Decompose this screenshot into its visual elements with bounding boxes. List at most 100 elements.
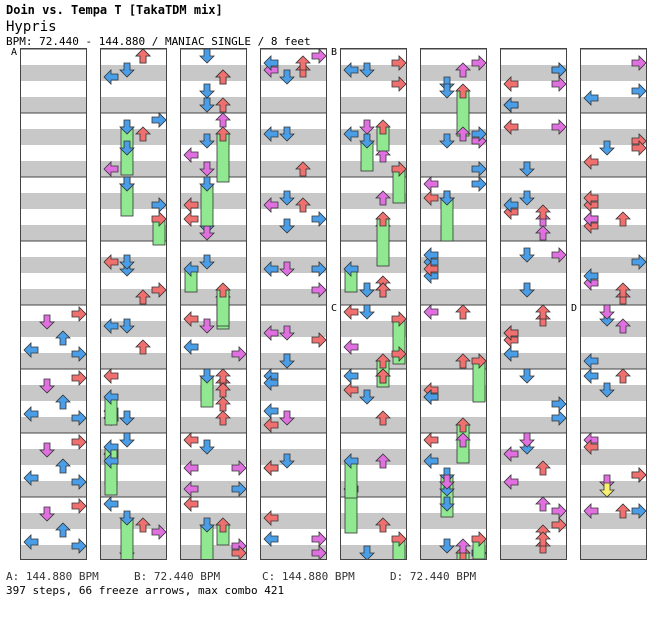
column-notes xyxy=(101,49,166,559)
freeze-arrow-icon xyxy=(343,261,359,277)
up-arrow-icon xyxy=(455,126,471,142)
down-arrow-icon xyxy=(199,254,215,270)
left-arrow-icon xyxy=(183,481,199,497)
down-arrow-icon xyxy=(119,62,135,78)
right-arrow-icon xyxy=(311,211,326,227)
column-notes xyxy=(341,49,406,559)
up-arrow-icon xyxy=(535,496,551,512)
up-arrow-icon xyxy=(535,304,551,320)
up-arrow-icon xyxy=(455,432,471,448)
column-notes xyxy=(421,49,486,559)
chart-column xyxy=(100,48,167,560)
freeze-arrow-icon xyxy=(391,161,406,177)
left-arrow-icon xyxy=(583,154,599,170)
down-arrow-icon xyxy=(439,538,455,554)
bpm-legend-d: D: 72.440 BPM xyxy=(390,570,477,583)
up-arrow-icon xyxy=(55,394,71,410)
section-marker: A xyxy=(10,47,19,58)
left-arrow-icon xyxy=(183,197,199,213)
left-arrow-icon xyxy=(343,62,359,78)
down-arrow-icon xyxy=(599,382,615,398)
down-arrow-icon xyxy=(439,83,455,99)
up-arrow-icon xyxy=(455,538,471,554)
up-arrow-icon xyxy=(295,161,311,177)
left-arrow-icon xyxy=(423,304,439,320)
freeze-arrow-icon xyxy=(471,531,486,547)
left-arrow-icon xyxy=(103,254,119,270)
freeze-arrow-icon xyxy=(151,211,166,227)
left-arrow-icon xyxy=(423,389,439,405)
freeze-arrow-icon xyxy=(119,176,135,192)
column-notes xyxy=(501,49,566,559)
left-arrow-icon xyxy=(263,325,279,341)
up-arrow-icon xyxy=(615,211,631,227)
down-arrow-icon xyxy=(359,304,375,320)
freeze-arrow-icon xyxy=(439,190,455,206)
up-arrow-icon xyxy=(295,197,311,213)
freeze-arrow-icon xyxy=(103,453,119,469)
song-artist: Hypris xyxy=(6,19,57,35)
left-arrow-icon xyxy=(103,318,119,334)
up-arrow-icon xyxy=(455,304,471,320)
section-marker: D xyxy=(570,303,579,314)
left-arrow-icon xyxy=(263,375,279,391)
up-arrow-icon xyxy=(135,289,151,305)
left-arrow-icon xyxy=(183,211,199,227)
right-arrow-icon xyxy=(151,112,166,128)
up-arrow-icon xyxy=(375,517,391,533)
left-arrow-icon xyxy=(183,339,199,355)
left-arrow-icon xyxy=(583,439,599,455)
down-arrow-icon xyxy=(359,389,375,405)
left-arrow-icon xyxy=(263,460,279,476)
down-arrow-icon xyxy=(519,432,535,448)
down-arrow-icon xyxy=(199,439,215,455)
down-arrow-icon xyxy=(439,496,455,512)
down-arrow-icon xyxy=(599,140,615,156)
right-arrow-icon xyxy=(631,83,646,99)
up-arrow-icon xyxy=(215,97,231,113)
down-arrow-icon xyxy=(39,506,55,522)
down-arrow-icon xyxy=(119,140,135,156)
up-arrow-icon xyxy=(135,517,151,533)
up-arrow-icon xyxy=(615,368,631,384)
right-arrow-icon xyxy=(551,396,566,412)
right-arrow-icon xyxy=(551,247,566,263)
down-arrow-icon xyxy=(359,282,375,298)
up-arrow-icon xyxy=(215,410,231,426)
left-arrow-icon xyxy=(583,368,599,384)
left-arrow-icon xyxy=(343,368,359,384)
chart-summary: 397 steps, 66 freeze arrows, max combo 4… xyxy=(6,584,285,597)
right-arrow-icon xyxy=(471,126,486,142)
column-notes xyxy=(181,49,246,559)
down-arrow-icon xyxy=(279,353,295,369)
left-arrow-icon xyxy=(23,470,39,486)
down-arrow-icon xyxy=(599,482,615,498)
left-arrow-icon xyxy=(583,353,599,369)
up-arrow-icon xyxy=(375,368,391,384)
left-arrow-icon xyxy=(503,325,519,341)
left-arrow-icon xyxy=(423,453,439,469)
left-arrow-icon xyxy=(183,311,199,327)
down-arrow-icon xyxy=(439,474,455,490)
left-arrow-icon xyxy=(423,261,439,277)
right-arrow-icon xyxy=(71,434,86,450)
left-arrow-icon xyxy=(23,534,39,550)
up-arrow-icon xyxy=(535,204,551,220)
left-arrow-icon xyxy=(503,446,519,462)
right-arrow-icon xyxy=(231,460,246,476)
down-arrow-icon xyxy=(199,49,215,64)
down-arrow-icon xyxy=(279,261,295,277)
left-arrow-icon xyxy=(103,69,119,85)
right-arrow-icon xyxy=(631,140,646,156)
right-arrow-icon xyxy=(71,370,86,386)
left-arrow-icon xyxy=(183,460,199,476)
up-arrow-icon xyxy=(215,396,231,412)
down-arrow-icon xyxy=(599,304,615,320)
right-arrow-icon xyxy=(311,49,326,64)
right-arrow-icon xyxy=(471,176,486,192)
right-arrow-icon xyxy=(231,545,246,559)
up-arrow-icon xyxy=(295,55,311,71)
chart-meta: BPM: 72.440 - 144.880 / MANIAC SINGLE / … xyxy=(6,35,311,48)
down-arrow-icon xyxy=(279,325,295,341)
section-marker: B xyxy=(330,47,339,58)
